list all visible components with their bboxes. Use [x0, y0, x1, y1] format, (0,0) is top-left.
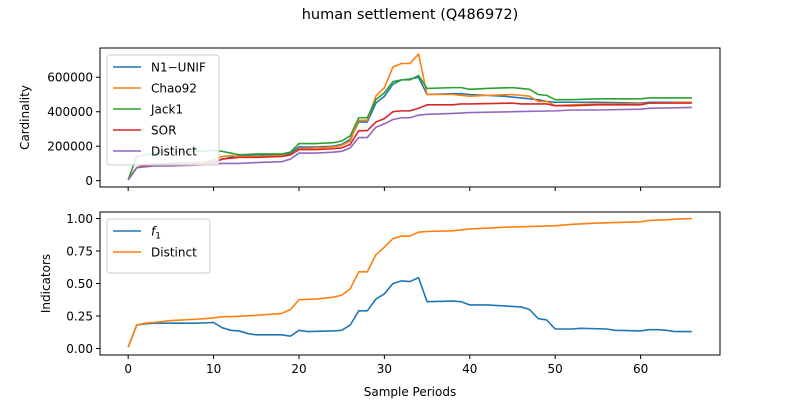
indicators-y-axis-label: Indicators: [39, 254, 53, 313]
legend-label: Jack1: [150, 103, 183, 117]
legend-box: [106, 54, 220, 166]
y-tick-label: 400000: [47, 105, 93, 119]
legend-label: Distinct: [151, 145, 197, 159]
y-tick-label: 0.25: [66, 309, 93, 323]
y-tick-label: 0.75: [66, 244, 93, 258]
x-tick-label: 10: [206, 362, 221, 376]
figure-title: human settlement (Q486972): [302, 7, 519, 23]
x-tick-label: 0: [124, 362, 132, 376]
series-line-f1: [127, 276, 692, 348]
series-line-jack1: [127, 74, 692, 181]
legend-box: [106, 218, 211, 274]
x-tick-label: 40: [462, 362, 477, 376]
x-tick-label: 30: [377, 362, 392, 376]
legend-label: N1−UNIF: [151, 61, 206, 75]
legend-label: f1: [151, 225, 161, 242]
cardinality-y-axis-label: Cardinality: [18, 85, 32, 150]
y-tick-label: 600000: [47, 71, 93, 85]
cardinality-axes-frame: [99, 47, 721, 188]
y-tick-label: 1.00: [66, 212, 93, 226]
x-tick-label: 60: [633, 362, 648, 376]
y-tick-label: 200000: [47, 139, 93, 153]
legend-label: Chao92: [151, 82, 197, 96]
indicators-panel: 0.00 0.25 0.50 0.75 1.00 0 10 20 30 40 50 60 Indic…: [39, 211, 721, 399]
cardinality-panel: 0 200000 400000 600000 Cardinality N1−UNIF C…: [18, 47, 721, 191]
legend-label: SOR: [151, 124, 176, 138]
y-tick-label: 0: [85, 174, 93, 188]
x-axis-label: Sample Periods: [364, 385, 456, 399]
series-line-chao92: [127, 53, 692, 181]
series-line-distinct: [127, 217, 692, 348]
legend-label: Distinct: [151, 246, 197, 260]
y-tick-label: 0.00: [66, 342, 93, 356]
y-tick-label: 0.50: [66, 277, 93, 291]
x-tick-label: 20: [291, 362, 306, 376]
x-tick-label: 50: [548, 362, 563, 376]
